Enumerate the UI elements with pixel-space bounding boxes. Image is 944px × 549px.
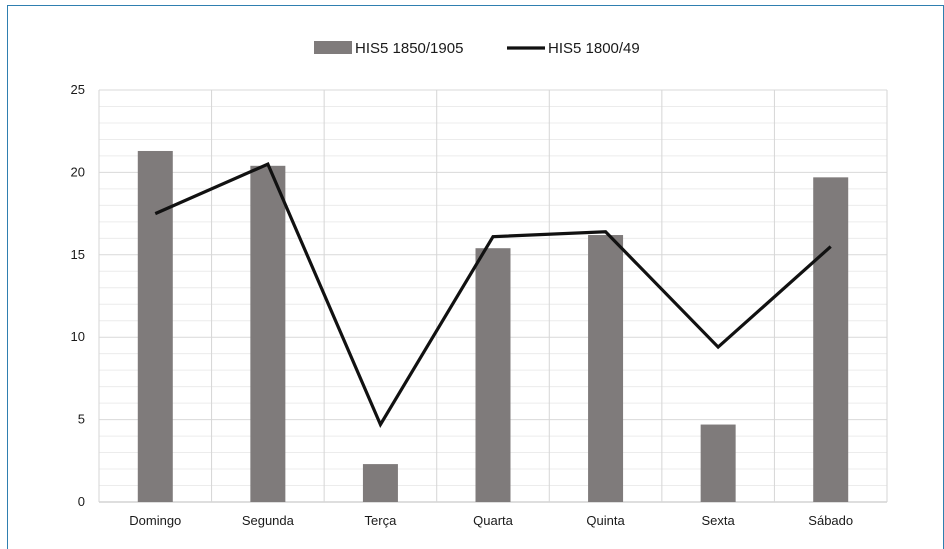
x-tick-label: Quarta — [473, 513, 514, 528]
y-tick-label: 5 — [78, 412, 85, 427]
legend: HIS5 1850/1905 HIS5 1800/49 — [314, 40, 640, 57]
x-tick-label: Segunda — [242, 513, 295, 528]
y-tick-label: 20 — [71, 164, 85, 179]
bar-quinta — [588, 235, 624, 503]
legend-label-line: HIS5 1800/49 — [548, 40, 640, 57]
x-tick-label: Terça — [365, 513, 398, 528]
bar-quarta — [475, 248, 511, 502]
chart-frame: Domingo Segunda Terça Quarta Quinta Sexta Sába… — [7, 5, 944, 549]
legend-label-bar: HIS5 1850/1905 — [355, 40, 463, 57]
y-tick-label: 15 — [71, 247, 85, 262]
y-tick-label: 25 — [71, 82, 85, 97]
x-tick-label: Domingo — [129, 513, 181, 528]
y-tick-label: 10 — [71, 329, 85, 344]
x-tick-label: Sexta — [702, 513, 736, 528]
legend-swatch-bar — [314, 41, 352, 54]
y-axis: 0 5 10 15 20 25 — [71, 82, 85, 509]
bar-series — [137, 150, 849, 503]
x-tick-label: Sábado — [808, 513, 853, 528]
x-axis: Domingo Segunda Terça Quarta Quinta Sexta Sába… — [129, 513, 853, 528]
bar-terça — [362, 464, 398, 502]
x-tick-label: Quinta — [586, 513, 625, 528]
bar-sábado — [813, 177, 849, 502]
bar-segunda — [250, 165, 286, 503]
y-tick-label: 0 — [78, 494, 85, 509]
bar-sexta — [700, 424, 736, 502]
chart-canvas: Domingo Segunda Terça Quarta Quinta Sexta Sába… — [71, 40, 888, 528]
line-series — [154, 162, 832, 429]
bar-domingo — [137, 150, 173, 502]
